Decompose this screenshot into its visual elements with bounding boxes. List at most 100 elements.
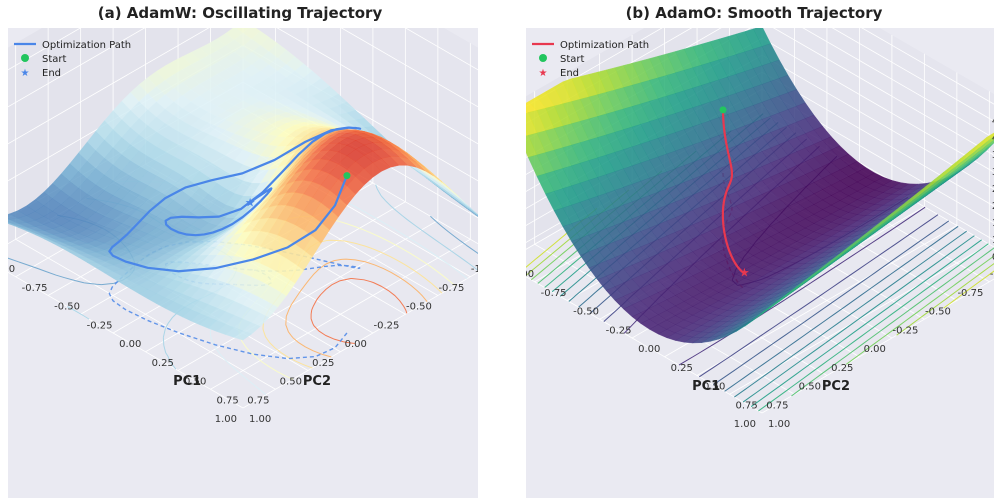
panel-a-title: (a) AdamW: Oscillating Trajectory: [97, 4, 383, 22]
pa-legend-end-label: End: [42, 68, 61, 79]
pb-z-tick-label: 3.5: [992, 150, 994, 161]
pa-path-projection: [108, 240, 361, 360]
pa-legend: Optimization Path Start ★ End: [14, 40, 131, 79]
pb-pc1-tick-label: 0.25: [671, 363, 693, 374]
pb-pc2-axis: -1.00 -0.75 -0.50 -0.25 0.00 0.25 0.50 0.75 1.00: [734, 269, 994, 430]
pb-wall-grid-h: [761, 71, 994, 207]
pa-surface: [8, 28, 478, 341]
pa-pc1-tick-label: 0.75: [217, 395, 239, 406]
pa-wall-grid-h2: [8, 28, 210, 145]
pb-wall-grid-h: [831, 28, 994, 122]
pb-pc2-tick-label: 0.75: [766, 400, 788, 411]
pa-legend-path-label: Optimization Path: [42, 40, 131, 51]
pb-surface-patch: [526, 130, 529, 137]
pb-legend-start-label: Start: [560, 54, 585, 65]
pa-pc1-tick-label: 0.00: [119, 339, 141, 350]
pa-pc1-label: PC1: [173, 374, 201, 389]
pb-z-tick-label: 2.0: [992, 201, 994, 212]
pa-pc2-tick-label: -0.25: [374, 320, 400, 331]
panel-b-title: (b) AdamO: Smooth Trajectory: [625, 4, 883, 22]
pb-pc2-tick-label: -0.25: [893, 325, 919, 336]
pb-wall-grid-h: [861, 28, 994, 105]
pa-floor-grid-y: [15, 238, 276, 390]
pb-floor-grid-x: [761, 278, 994, 414]
pb-z-tick-label: 2.5: [992, 184, 994, 195]
pb-floor-grid-x: [696, 225, 958, 376]
pb-wall-grid-h: [761, 37, 994, 173]
pa-surface-patch: [233, 330, 253, 341]
pb-surface: [526, 28, 994, 344]
pa-pc2-tick-label: 0.00: [345, 339, 367, 350]
pb-pc2-label: PC2: [822, 379, 850, 394]
pa-pc1-tick-label: -0.25: [87, 320, 113, 331]
chart-a: ★12345-1.00-0.75-0.50-0.250.000.250.500.…: [8, 28, 478, 498]
pa-floor-grid-y: [8, 271, 244, 409]
pa-floor-grid-x: [242, 271, 478, 409]
pb-z-tick-label: 4.0: [992, 133, 994, 144]
pb-legend: Optimization Path Start ★ End: [532, 40, 649, 79]
pa-legend-end-swatch: ★: [21, 68, 30, 79]
pb-z-tick-label: 4.5: [992, 116, 994, 127]
pb-wall-grid-h: [761, 54, 994, 190]
pb-legend-end-swatch: ★: [539, 68, 548, 79]
pb-legend-path-label: Optimization Path: [560, 40, 649, 51]
pa-pc2-tick-label: -1.00: [471, 264, 478, 275]
pb-pc2-tick-label: -0.50: [925, 307, 951, 318]
pa-pc2-tick-label: 0.75: [247, 395, 269, 406]
pa-pc1-axis: -1.00 -0.75 -0.50 -0.25 0.00 0.25 0.50 0.75 1.00: [8, 264, 271, 425]
pa-pc2-tick-label: -0.75: [438, 283, 464, 294]
pb-pc1-axis: -1.00 -0.75 -0.50 -0.25 0.00 0.25 0.50 0.75 1.00: [526, 269, 790, 430]
pb-end-marker: ★: [739, 265, 750, 279]
pb-legend-start-swatch: [539, 54, 547, 62]
pb-surface-patch: [753, 306, 771, 321]
pb-pc1-tick-label: 0.00: [638, 344, 660, 355]
pa-pc2-tick-label: 1.00: [215, 414, 237, 425]
pb-pc1-tick-label: 0.75: [736, 400, 758, 411]
pb-floor-grid-y: [526, 276, 763, 414]
pa-optimization-path: [108, 126, 362, 273]
pb-pc2-tick-label: -0.75: [957, 288, 983, 299]
pb-pc1-tick-label: 0.50: [703, 382, 725, 393]
pa-legend-start-label: Start: [42, 54, 67, 65]
pa-pc2-tick-label: 0.50: [280, 377, 302, 388]
pa-wall-grid-h2: [8, 28, 146, 108]
pb-z-tick-label: 0.5: [992, 252, 994, 263]
pb-pc1-label: PC1: [692, 379, 720, 394]
pa-pc1-tick-label: 0.25: [152, 358, 174, 369]
pa-wall-grid-h: [404, 28, 478, 71]
pb-surface-patch: [526, 110, 529, 114]
pa-contour-line: [285, 258, 428, 358]
pb-pc1-tick-label: 1.00: [768, 419, 790, 430]
pb-pc2-tick-label: 0.50: [799, 382, 821, 393]
pa-pc1-tick-label: 0.50: [184, 377, 206, 388]
pa-pc2-label: PC2: [303, 374, 331, 389]
pb-wall-grid-h: [802, 28, 994, 139]
pb-z-axis: 0.5 1.0 1.5 2.0 2.5 3.0 3.5 4.0 4.5: [992, 116, 994, 263]
pb-pc1-tick-label: -0.75: [541, 288, 567, 299]
pb-pc1-tick-label: -1.00: [526, 269, 534, 280]
pb-pc2-tick-label: 1.00: [734, 419, 756, 430]
pa-pc2-tick-label: -0.50: [406, 302, 432, 313]
pa-floor-grid-x: [177, 220, 439, 371]
pa-wall-grid-h: [276, 28, 478, 145]
pb-pc1-tick-label: -0.50: [573, 307, 599, 318]
pb-pc2-tick-label: 0.25: [831, 363, 853, 374]
pa-end-marker: ★: [245, 196, 256, 210]
pa-pc1-tick-label: -0.75: [22, 283, 48, 294]
pb-z-tick-label: 1.0: [992, 235, 994, 246]
pa-pc2-axis: -1.00 -0.75 -0.50 -0.25 0.00 0.25 0.50 0.75 1.00: [215, 264, 478, 425]
pb-back-wall-right: [762, 28, 994, 247]
pa-wall-grid-h: [340, 28, 478, 108]
pb-pc1-tick-label: -0.25: [606, 325, 632, 336]
pa-start-marker: [343, 172, 351, 180]
pa-legend-start-swatch: [21, 54, 29, 62]
pa-pc2-tick-label: 0.25: [312, 358, 334, 369]
pb-legend-end-label: End: [560, 68, 579, 79]
pb-pc2-tick-label: -1.00: [990, 269, 994, 280]
pa-pc1-tick-label: -0.50: [54, 302, 80, 313]
pb-pc2-tick-label: 0.00: [864, 344, 886, 355]
pa-pc1-tick-label: 1.00: [249, 414, 271, 425]
pb-start-marker: [719, 106, 727, 114]
chart-b: ★ 0.5 1.0 1.5 2.0 2.5 3.0 3.5 4.0 4.5 -1.00 -0.75 -0…: [526, 28, 994, 498]
pa-contour-line: [310, 278, 408, 344]
